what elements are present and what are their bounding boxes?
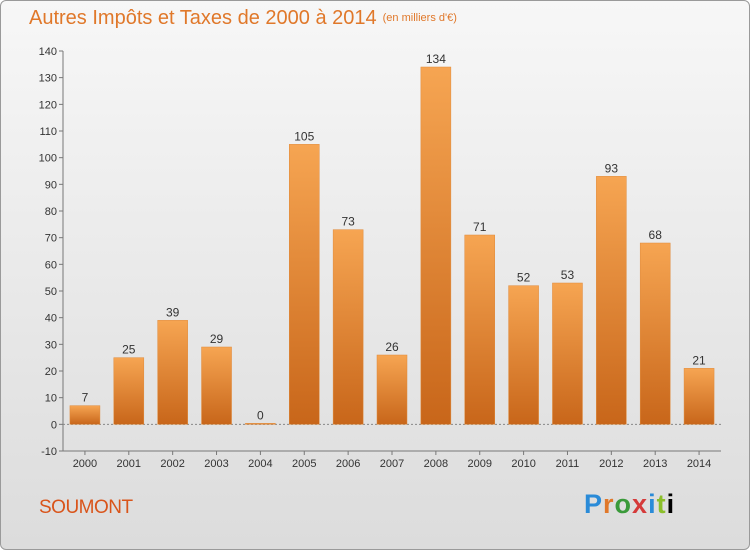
bar	[376, 354, 408, 425]
y-tick-label: 90	[45, 179, 57, 191]
bar	[596, 176, 627, 425]
bar-value-label: 25	[122, 343, 136, 357]
bar-value-label: 26	[385, 340, 399, 354]
x-tick-label: 2014	[687, 458, 711, 470]
bar-value-label: 68	[649, 228, 663, 242]
x-tick-label: 2005	[292, 458, 316, 470]
logo-letter: r	[603, 489, 615, 519]
y-tick-label: 50	[45, 286, 57, 298]
logo-letter: i	[666, 489, 676, 519]
y-tick-label: 60	[45, 259, 57, 271]
bar-value-label: 7	[82, 391, 89, 405]
bar	[332, 229, 364, 425]
logo-letter: x	[632, 489, 649, 519]
logo-letter: i	[648, 489, 657, 519]
x-tick-label: 2013	[643, 458, 667, 470]
logo-letter: P	[584, 489, 604, 519]
bar	[464, 234, 495, 425]
y-tick-label: 40	[45, 313, 57, 325]
bar-value-label: 71	[473, 220, 487, 234]
bar	[245, 423, 276, 425]
logo-letter: o	[614, 489, 633, 519]
x-tick-label: 2010	[511, 458, 535, 470]
bar-value-label: 52	[517, 271, 531, 285]
bar	[201, 346, 232, 425]
bar-value-label: 53	[561, 268, 575, 282]
bar	[69, 405, 101, 425]
x-tick-label: 2012	[599, 458, 623, 470]
bar	[420, 66, 452, 425]
bar	[639, 242, 671, 425]
bar	[157, 320, 188, 425]
x-tick-label: 2006	[336, 458, 360, 470]
x-tick-label: 2000	[73, 458, 97, 470]
bar-value-label: 134	[426, 52, 446, 66]
proxiti-logo: Proxiti	[584, 489, 675, 520]
y-tick-label: 140	[39, 46, 57, 58]
x-tick-label: 2007	[380, 458, 404, 470]
city-name: SOUMONT	[39, 497, 133, 518]
x-tick-label: 2001	[117, 458, 141, 470]
y-tick-label: 70	[45, 233, 57, 245]
y-tick-label: 30	[45, 339, 57, 351]
x-tick-label: 2003	[204, 458, 228, 470]
chart-title-text: Autres Impôts et Taxes de 2000 à 2014	[29, 7, 377, 29]
bar	[289, 144, 320, 425]
bar-value-label: 105	[294, 129, 314, 143]
bar	[683, 368, 715, 425]
y-tick-label: 120	[39, 99, 57, 111]
x-tick-label: 2002	[160, 458, 184, 470]
y-tick-label: 110	[39, 126, 57, 138]
x-tick-label: 2004	[248, 458, 272, 470]
y-tick-label: 20	[45, 366, 57, 378]
y-tick-label: 10	[45, 393, 57, 405]
bar	[508, 285, 539, 425]
logo-letter: t	[656, 489, 667, 519]
x-tick-label: 2009	[467, 458, 491, 470]
bar-value-label: 39	[166, 305, 180, 319]
bar-value-label: 93	[605, 161, 619, 175]
bar-value-label: 29	[210, 332, 224, 346]
chart-title: Autres Impôts et Taxes de 2000 à 2014 (en…	[29, 7, 457, 30]
x-tick-label: 2011	[556, 458, 580, 470]
bar-value-label: 21	[692, 353, 706, 367]
y-tick-label: 0	[51, 419, 57, 431]
bar	[552, 282, 583, 425]
chart-unit-note: (en milliers d'€)	[382, 12, 457, 24]
bar-value-label: 73	[341, 215, 355, 229]
y-tick-label: 80	[45, 206, 57, 218]
bar-value-label: 0	[257, 408, 264, 422]
y-tick-label: 130	[39, 73, 57, 85]
y-tick-label: -10	[41, 446, 57, 458]
bar	[113, 357, 145, 425]
y-tick-label: 100	[39, 153, 57, 165]
x-tick-label: 2008	[424, 458, 448, 470]
